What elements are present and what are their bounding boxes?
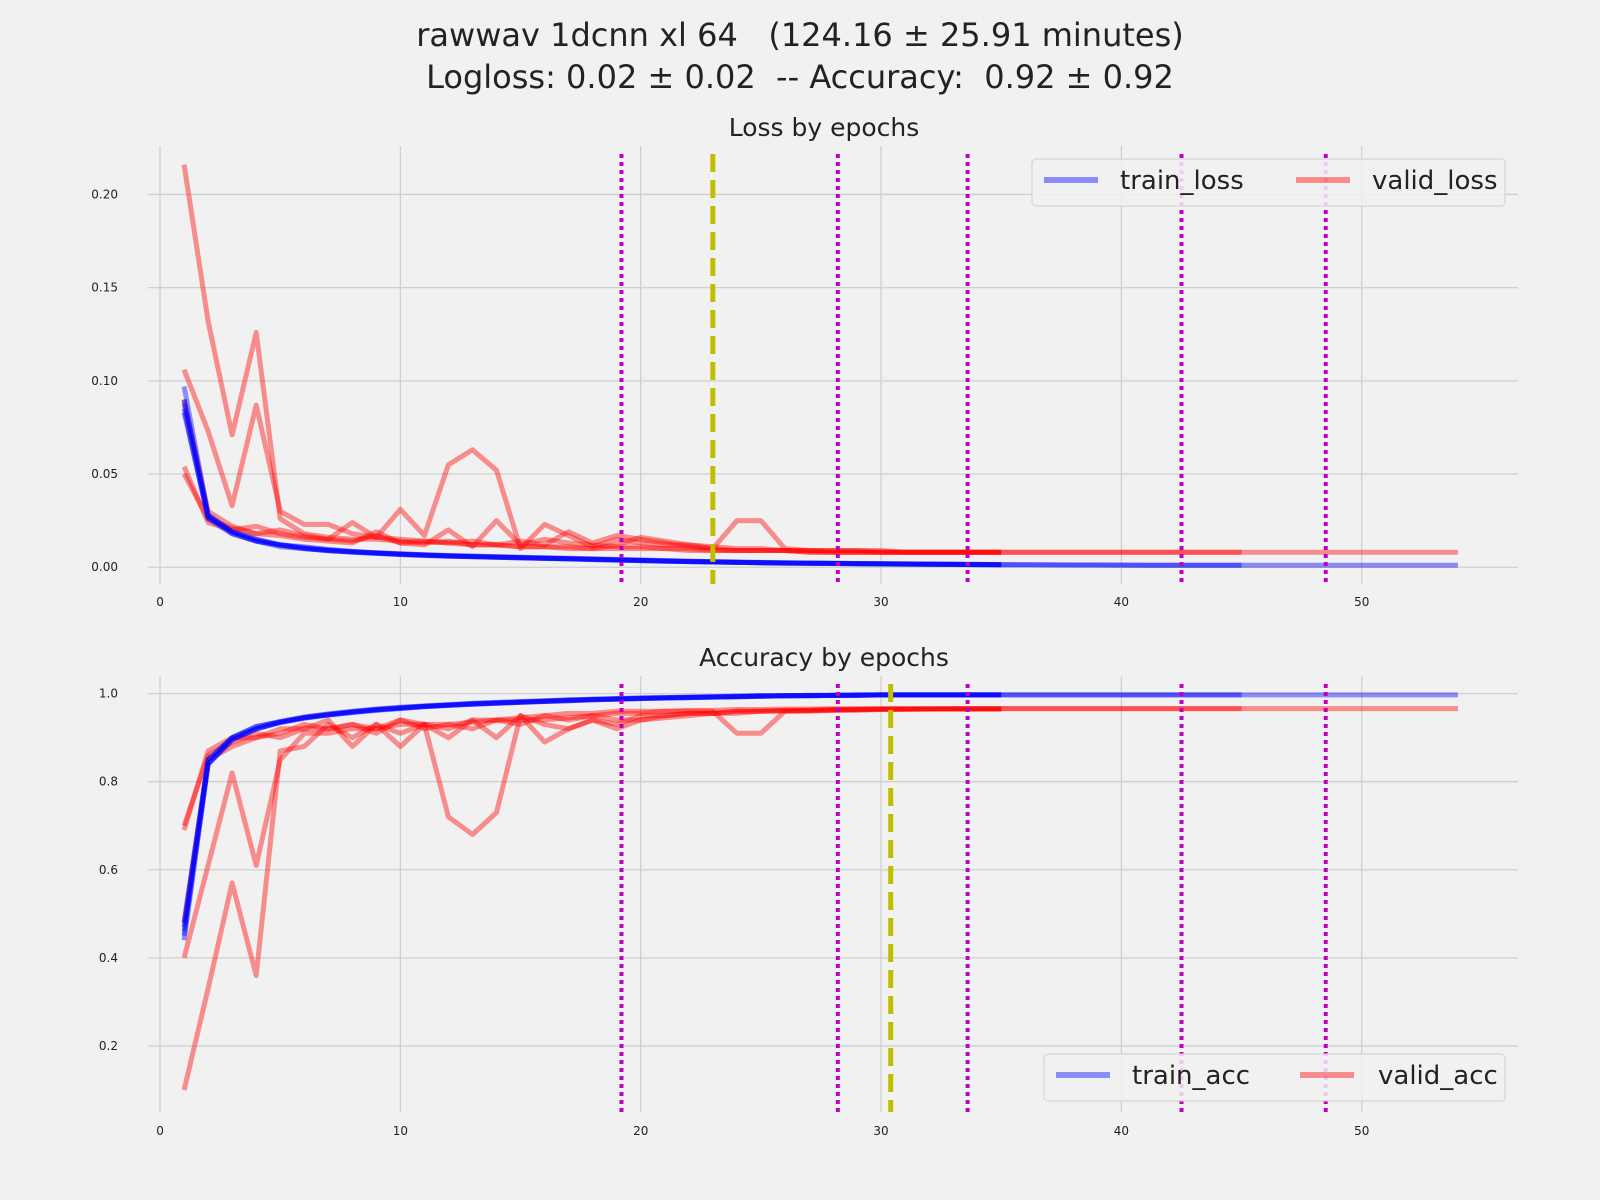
accuracy-x-tick-label: 20 <box>633 1124 648 1138</box>
accuracy-valid-series-line <box>181 706 1002 827</box>
legend-label-valid-loss: valid_loss <box>1372 166 1498 196</box>
accuracy-y-tick-label: 0.6 <box>99 863 118 877</box>
loss-y-tick-label: 0.10 <box>91 374 118 388</box>
accuracy-x-tick-label: 10 <box>393 1124 408 1138</box>
loss-marker-lines <box>619 154 1328 584</box>
accuracy-train-series-line <box>181 692 1242 932</box>
accuracy-train-series-line <box>181 692 1002 923</box>
loss-x-tick-label: 10 <box>393 595 408 609</box>
accuracy-train-series-line <box>181 692 1002 928</box>
loss-y-tick-label: 0.05 <box>91 467 118 481</box>
figure-title-line-2: Logloss: 0.02 ± 0.02 -- Accuracy: 0.92 ±… <box>426 58 1174 96</box>
loss-train-series-line <box>181 408 1002 568</box>
accuracy-valid-series-line <box>181 706 1002 923</box>
accuracy-train-series-line <box>181 692 1458 941</box>
accuracy-x-tick-label: 0 <box>156 1124 164 1138</box>
accuracy-valid-series-line <box>181 706 1458 1091</box>
accuracy-legend: train_acc valid_acc <box>1043 1053 1506 1102</box>
accuracy-x-tick-label: 30 <box>873 1124 888 1138</box>
loss-panel: Loss by epochs 0 10 20 30 40 50 0.00 0.05 0.10 0.… <box>91 113 1518 609</box>
loss-train-series-line <box>181 411 1002 568</box>
loss-y-tick-label: 0.00 <box>91 560 118 574</box>
accuracy-grid <box>148 676 1518 1112</box>
loss-x-tick-label: 50 <box>1354 595 1369 609</box>
accuracy-series-group <box>181 692 1458 1091</box>
legend-label-train-acc: train_acc <box>1132 1061 1250 1091</box>
accuracy-y-tick-label: 0.8 <box>99 775 118 789</box>
accuracy-valid-series-line <box>181 706 1002 837</box>
legend-label-valid-acc: valid_acc <box>1378 1061 1498 1091</box>
accuracy-valid-series-line <box>181 706 1242 959</box>
accuracy-x-tick-label: 40 <box>1114 1124 1129 1138</box>
accuracy-panel: Accuracy by epochs 0 10 20 30 40 500.20.40.60… <box>99 643 1518 1138</box>
accuracy-train-series-line <box>181 692 1002 937</box>
loss-x-tick-label: 30 <box>873 595 888 609</box>
loss-x-tick-label: 0 <box>156 595 164 609</box>
accuracy-y-tick-label: 1.0 <box>99 687 118 701</box>
accuracy-legend-box <box>1043 1053 1506 1102</box>
accuracy-panel-title: Accuracy by epochs <box>699 643 949 672</box>
loss-grid <box>148 146 1518 584</box>
loss-valid-series-line <box>181 164 1458 555</box>
loss-x-tick-label: 40 <box>1114 595 1129 609</box>
loss-series-group <box>181 164 1458 568</box>
accuracy-y-tick-label: 0.2 <box>99 1039 118 1053</box>
figure-title-line-1: rawwav 1dcnn xl 64 (124.16 ± 25.91 minut… <box>416 16 1184 54</box>
loss-panel-title: Loss by epochs <box>729 113 920 142</box>
loss-valid-series-line <box>181 447 1002 555</box>
loss-x-tick-label: 20 <box>633 595 648 609</box>
loss-train-series-line <box>181 385 1458 568</box>
loss-valid-series-line <box>181 472 1002 555</box>
accuracy-marker-lines <box>619 684 1328 1112</box>
loss-legend: train_loss valid_loss <box>1031 158 1506 207</box>
accuracy-y-tick-label: 0.4 <box>99 951 118 965</box>
loss-valid-series-line <box>181 398 1002 555</box>
accuracy-tick-labels: 0 10 20 30 40 50 0.2 0.4 0.6 0.8 1.0 <box>99 687 1370 1138</box>
legend-label-train-loss: train_loss <box>1120 166 1244 196</box>
loss-y-tick-label: 0.15 <box>91 281 118 295</box>
loss-y-tick-label: 0.20 <box>91 187 118 201</box>
loss-train-series-line <box>181 402 1002 568</box>
accuracy-x-tick-label: 50 <box>1354 1124 1369 1138</box>
loss-legend-box <box>1031 158 1506 207</box>
loss-tick-labels: 0 10 20 30 40 50 0.00 0.05 0.10 0.15 0.20 <box>91 187 1369 609</box>
